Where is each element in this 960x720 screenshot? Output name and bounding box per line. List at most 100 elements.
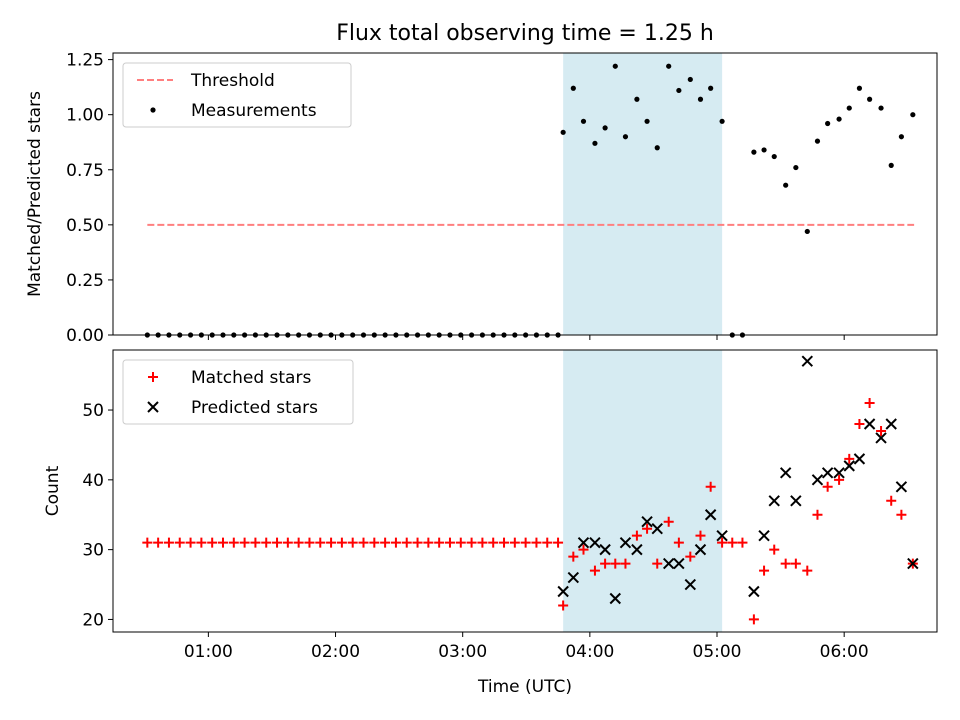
data-point — [239, 537, 250, 548]
data-point — [347, 537, 358, 548]
data-point — [622, 134, 629, 140]
legend-box — [122, 359, 354, 425]
data-point — [592, 140, 598, 146]
data-point — [531, 537, 542, 548]
data-point — [663, 516, 674, 527]
data-point — [896, 509, 907, 520]
data-point — [401, 537, 412, 548]
data-point — [779, 467, 792, 479]
data-point — [790, 558, 801, 569]
data-point — [142, 537, 153, 548]
data-point — [676, 87, 682, 94]
data-point — [153, 537, 164, 548]
data-point — [804, 228, 810, 235]
data-point — [875, 432, 887, 444]
x-tick-label: 04:00 — [565, 642, 614, 662]
data-point — [844, 453, 855, 464]
data-point — [673, 557, 685, 570]
data-point — [250, 537, 261, 548]
legend-measurements-swatch — [150, 107, 156, 113]
legend-label: Predicted stars — [191, 398, 318, 418]
data-point — [619, 536, 632, 549]
data-point — [553, 537, 564, 548]
data-point — [577, 536, 590, 549]
legend: Matched stars Predicted stars — [122, 359, 354, 425]
data-point — [599, 543, 611, 556]
data-point — [369, 537, 380, 548]
x-tick-label: 01:00 — [184, 642, 233, 662]
data-point — [769, 544, 780, 555]
data-point — [737, 537, 748, 548]
data-point — [423, 537, 434, 548]
chart-title: Flux total observing time = 1.25 h — [336, 21, 714, 46]
data-point — [708, 85, 714, 91]
legend-label: Matched stars — [191, 368, 311, 388]
x-tick-label: 05:00 — [693, 642, 742, 662]
data-point — [853, 453, 866, 465]
shaded-interval — [563, 350, 723, 632]
data-point — [609, 592, 621, 605]
data-point — [684, 578, 697, 591]
data-point — [876, 425, 887, 436]
data-point — [854, 418, 865, 429]
data-point — [412, 537, 423, 548]
data-point — [895, 481, 908, 493]
data-point — [821, 467, 834, 479]
data-point — [652, 558, 663, 569]
data-point — [196, 537, 207, 548]
data-point — [685, 551, 696, 562]
data-point — [620, 558, 631, 569]
data-point — [600, 558, 611, 569]
data-point — [466, 537, 477, 548]
data-point — [509, 537, 520, 548]
data-point — [793, 164, 799, 171]
data-point — [185, 537, 196, 548]
data-point — [812, 509, 823, 520]
data-point — [843, 460, 855, 472]
x-axis-label: Time (UTC) — [477, 677, 572, 697]
data-point — [783, 182, 789, 188]
data-point — [612, 63, 618, 69]
data-point — [567, 571, 580, 584]
data-point — [910, 112, 916, 118]
data-point — [261, 537, 272, 548]
data-point — [878, 105, 884, 111]
legend-predicted-swatch — [147, 401, 159, 413]
data-point — [856, 85, 863, 91]
data-point — [748, 614, 759, 625]
data-point — [610, 558, 621, 569]
data-point — [662, 557, 675, 570]
data-point — [641, 516, 653, 528]
data-point — [631, 543, 643, 556]
data-point — [644, 118, 650, 124]
data-point — [631, 530, 642, 541]
y-axis-label: Count — [43, 465, 63, 516]
data-point — [520, 537, 531, 548]
y-tick-label: 0.25 — [66, 271, 104, 291]
data-point — [748, 585, 760, 598]
data-point — [719, 118, 725, 124]
data-point — [358, 537, 369, 548]
data-point — [602, 125, 608, 131]
y-tick-label: 20 — [82, 610, 104, 630]
data-point — [801, 355, 814, 367]
y-tick-label: 30 — [82, 541, 104, 561]
data-point — [802, 565, 813, 576]
data-point — [771, 153, 777, 160]
data-point — [589, 565, 600, 576]
y-tick-label: 0.00 — [66, 326, 104, 346]
data-point — [907, 557, 919, 570]
y-tick-label: 1.00 — [66, 106, 104, 126]
data-point — [705, 481, 716, 492]
data-point — [863, 418, 876, 430]
data-point — [207, 537, 218, 548]
data-point — [864, 398, 875, 409]
data-point — [570, 85, 576, 91]
data-point — [651, 522, 663, 535]
data-point — [822, 481, 833, 492]
y-axis-label: Matched/Predicted stars — [25, 91, 45, 297]
data-point — [558, 600, 569, 611]
data-point — [326, 537, 337, 548]
data-point — [846, 105, 852, 111]
